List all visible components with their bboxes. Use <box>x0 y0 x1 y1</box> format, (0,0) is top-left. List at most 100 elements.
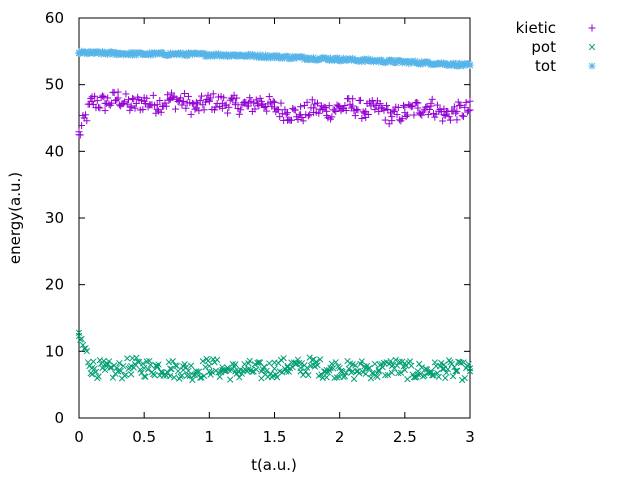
kietic-point <box>307 104 315 112</box>
kietic-point <box>143 94 151 102</box>
pot-point <box>208 368 216 376</box>
kietic-point <box>359 108 367 116</box>
kietic-point <box>196 97 204 105</box>
x-tick-label: 3 <box>465 428 475 446</box>
y-tick-label: 60 <box>45 9 64 27</box>
pot-point <box>225 366 233 374</box>
pot-point <box>144 366 152 373</box>
kietic-point <box>282 110 290 118</box>
kietic-point <box>149 91 157 99</box>
pot-point <box>228 366 235 373</box>
kietic-point <box>235 110 243 118</box>
pot-point <box>187 362 195 369</box>
kietic-point <box>212 103 220 111</box>
pot-point <box>185 367 192 375</box>
pot-point <box>369 369 376 377</box>
pot-point <box>271 365 278 372</box>
pot-point <box>151 372 158 379</box>
kietic-point <box>375 108 383 116</box>
kietic-point <box>414 99 422 107</box>
pot-point <box>197 374 204 381</box>
pot-point <box>173 362 180 370</box>
kietic-point <box>433 101 441 109</box>
pot-point <box>241 361 248 368</box>
kietic-point <box>198 92 206 100</box>
kietic-point <box>220 94 228 102</box>
kietic-point <box>376 100 384 108</box>
kietic-point <box>187 110 195 118</box>
kietic-point <box>287 116 295 124</box>
kietic-point <box>450 103 458 111</box>
kietic-point <box>380 106 388 114</box>
pot-point <box>88 371 96 378</box>
y-tick-label: 40 <box>45 142 64 160</box>
x-tick-label: 2 <box>335 428 345 446</box>
kietic-point <box>328 113 336 121</box>
pot-point <box>418 364 425 371</box>
kietic-point <box>393 111 401 119</box>
kietic-point <box>388 117 396 125</box>
kietic-point <box>87 95 95 103</box>
pot-point <box>382 372 389 379</box>
kietic-point <box>161 99 169 107</box>
kietic-point <box>330 106 338 114</box>
kietic-point <box>394 103 402 111</box>
kietic-point <box>83 117 91 125</box>
pot-point <box>206 362 213 370</box>
pot-point <box>388 369 395 377</box>
pot-point <box>297 368 304 375</box>
pot-point <box>157 368 165 376</box>
kietic-point <box>304 112 312 120</box>
kietic-point <box>341 102 349 110</box>
kietic-point <box>207 94 215 102</box>
pot-point <box>366 364 373 372</box>
pot-point <box>292 360 299 368</box>
pot-point <box>343 369 350 377</box>
pot-point <box>155 361 162 368</box>
pot-point <box>146 357 153 365</box>
pot-point <box>374 373 381 381</box>
kietic-point <box>169 94 177 102</box>
kietic-point <box>298 113 306 121</box>
kietic-point <box>315 109 323 117</box>
kietic-point <box>151 101 159 109</box>
kietic-point <box>351 112 359 120</box>
kietic-point <box>424 111 432 119</box>
kietic-point <box>139 105 147 113</box>
pot-point <box>178 372 186 379</box>
x-tick-label: 2.5 <box>393 428 417 446</box>
pot-point <box>117 367 124 375</box>
kietic-point <box>200 106 208 114</box>
kietic-point <box>153 105 161 113</box>
kietic-point <box>95 103 103 111</box>
pot-point <box>316 356 324 363</box>
pot-point <box>387 357 394 365</box>
pot-point <box>329 365 337 372</box>
kietic-point <box>371 106 379 114</box>
pot-point <box>236 374 243 381</box>
kietic-point <box>111 97 119 105</box>
kietic-point <box>462 98 470 106</box>
kietic-point <box>269 97 277 105</box>
pot-point <box>99 364 106 372</box>
pot-point <box>449 373 457 380</box>
kietic-point <box>268 102 276 110</box>
x-tick-label: 1 <box>205 428 215 446</box>
legend-marker-kietic <box>588 24 596 32</box>
pot-point <box>75 329 83 336</box>
kietic-point <box>101 107 109 115</box>
pot-point <box>466 368 474 375</box>
kietic-point <box>297 103 305 111</box>
pot-point <box>431 359 438 366</box>
kietic-point <box>162 102 170 110</box>
pot-point <box>95 373 102 380</box>
kietic-point <box>192 98 200 106</box>
kietic-point <box>358 114 366 122</box>
kietic-point <box>274 106 282 114</box>
pot-point <box>362 370 369 378</box>
pot-point <box>227 376 234 383</box>
kietic-point <box>410 111 418 119</box>
kietic-point <box>402 113 410 121</box>
kietic-point <box>466 97 474 105</box>
x-tick-label: 1.5 <box>263 428 287 446</box>
